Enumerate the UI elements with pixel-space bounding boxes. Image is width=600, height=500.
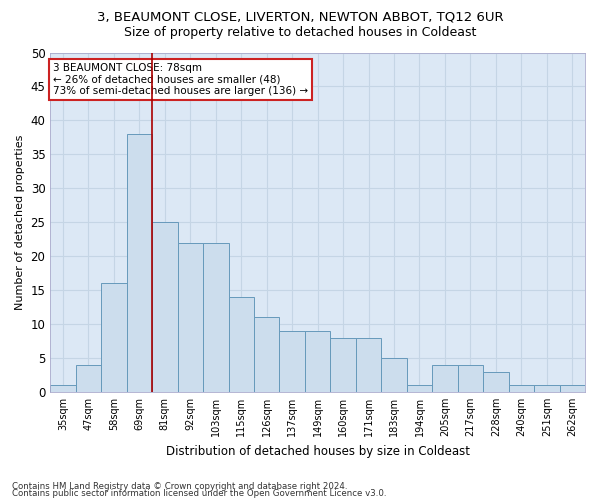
Text: 3, BEAUMONT CLOSE, LIVERTON, NEWTON ABBOT, TQ12 6UR: 3, BEAUMONT CLOSE, LIVERTON, NEWTON ABBO… <box>97 11 503 24</box>
Bar <box>458 365 483 392</box>
Bar <box>407 385 432 392</box>
Bar <box>534 385 560 392</box>
Bar <box>280 331 305 392</box>
Bar <box>509 385 534 392</box>
Text: Contains public sector information licensed under the Open Government Licence v3: Contains public sector information licen… <box>12 489 386 498</box>
Bar <box>305 331 331 392</box>
Text: Contains HM Land Registry data © Crown copyright and database right 2024.: Contains HM Land Registry data © Crown c… <box>12 482 347 491</box>
Y-axis label: Number of detached properties: Number of detached properties <box>15 134 25 310</box>
Bar <box>382 358 407 392</box>
Text: 3 BEAUMONT CLOSE: 78sqm
← 26% of detached houses are smaller (48)
73% of semi-de: 3 BEAUMONT CLOSE: 78sqm ← 26% of detache… <box>53 62 308 96</box>
Bar <box>356 338 382 392</box>
Bar <box>127 134 152 392</box>
Bar <box>331 338 356 392</box>
Bar <box>178 242 203 392</box>
Bar <box>203 242 229 392</box>
Bar <box>152 222 178 392</box>
Bar <box>432 365 458 392</box>
Bar <box>229 297 254 392</box>
Bar <box>483 372 509 392</box>
Bar <box>76 365 101 392</box>
Text: Size of property relative to detached houses in Coldeast: Size of property relative to detached ho… <box>124 26 476 39</box>
Bar <box>101 284 127 392</box>
Bar <box>50 385 76 392</box>
X-axis label: Distribution of detached houses by size in Coldeast: Distribution of detached houses by size … <box>166 444 470 458</box>
Bar <box>254 318 280 392</box>
Bar <box>560 385 585 392</box>
